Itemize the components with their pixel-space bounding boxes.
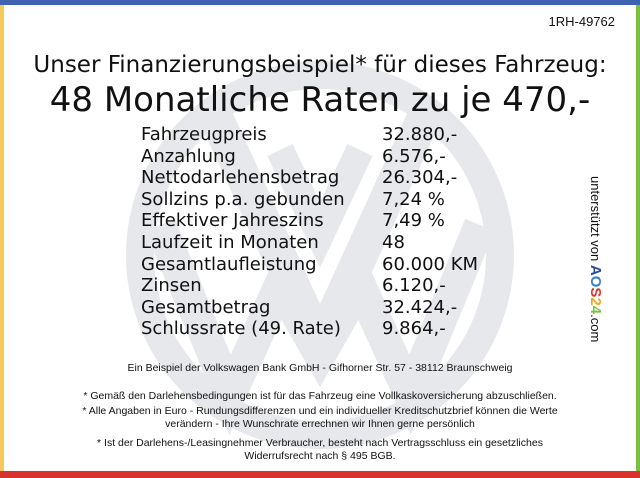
rate-headline: 48 Monatliche Raten zu je 470,- (49, 80, 591, 120)
note-withdrawal-2: Widerrufsrecht nach § 495 BGB. (244, 450, 396, 462)
table-row: Gesamtbetrag 32.424,- (141, 297, 501, 319)
row-value: 7,24 % (382, 188, 445, 210)
reference-number: 1RH-49762 (548, 14, 616, 29)
top-border (0, 0, 640, 5)
table-row: Fahrzeugpreis 32.880,- (141, 124, 501, 146)
bottom-border (0, 471, 640, 478)
table-row: Zinsen 6.120,- (141, 275, 501, 297)
row-label: Fahrzeugpreis (141, 124, 267, 145)
row-label: Nettodarlehensbetrag (141, 167, 340, 189)
table-row: Nettodarlehensbetrag 26.304,- (141, 167, 501, 189)
row-value: 6.576,- (382, 145, 446, 167)
row-label: Anzahlung (141, 145, 236, 167)
table-row: Gesamtlaufleistung 60.000 KM (141, 254, 501, 276)
row-label: Zinsen (141, 275, 202, 297)
headline: Unser Finanzierungsbeispiel* für dieses … (33, 52, 607, 78)
note-insurance: * Gemäß den Darlehensbedingungen ist für… (83, 390, 557, 402)
note-withdrawal-1: * Ist der Darlehens-/Leasingnehmer Verbr… (97, 437, 543, 449)
table-row: Schlussrate (49. Rate) 9.864,- (141, 318, 501, 340)
aos24-logo: AOS24 (587, 264, 604, 315)
row-value: 60.000 KM (382, 253, 479, 275)
row-value: 7,49 % (382, 210, 445, 232)
note-euro-1: * Alle Angaben in Euro - Rundungsdiffere… (82, 405, 558, 417)
vw-logo-watermark (126, 61, 514, 449)
row-label: Schlussrate (49. Rate) (141, 318, 341, 340)
row-label: Laufzeit in Monaten (141, 231, 319, 253)
row-label: Gesamtlaufleistung (141, 253, 317, 275)
row-value: 6.120,- (382, 275, 446, 297)
table-row: Laufzeit in Monaten 48 (141, 232, 501, 254)
row-value: 9.864,- (382, 318, 446, 340)
row-value: 32.424,- (382, 296, 458, 318)
bank-info: Ein Beispiel der Volkswagen Bank GmbH - … (127, 362, 513, 374)
supported-by-text: unterstützt von (588, 176, 603, 262)
supported-by: unterstützt von AOS24.com (587, 176, 604, 343)
table-row: Effektiver Jahreszins 7,49 % (141, 210, 501, 232)
financing-table: Fahrzeugpreis 32.880,- Anzahlung 6.576,- Net… (141, 124, 501, 340)
row-value: 48 (382, 231, 405, 253)
table-row: Anzahlung 6.576,- (141, 146, 501, 168)
row-label: Effektiver Jahreszins (141, 210, 324, 232)
right-border (636, 5, 640, 473)
table-row: Sollzins p.a. gebunden 7,24 % (141, 189, 501, 211)
left-border (0, 5, 4, 473)
row-label: Gesamtbetrag (141, 296, 271, 318)
row-label: Sollzins p.a. gebunden (141, 188, 345, 210)
row-value: 32.880,- (382, 124, 458, 145)
note-euro-2: verändern - Ihre Wunschrate errechnen wi… (165, 418, 475, 430)
row-value: 26.304,- (382, 167, 458, 189)
